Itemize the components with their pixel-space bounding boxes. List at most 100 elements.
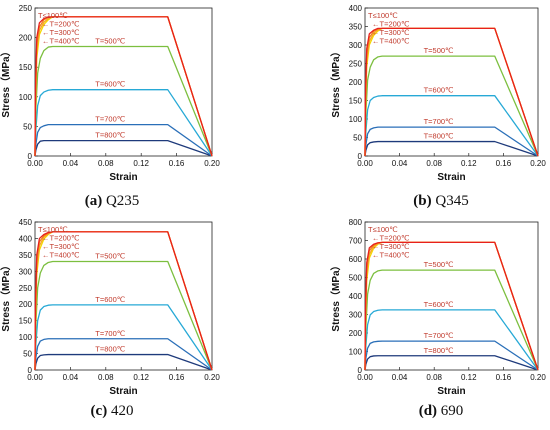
y-tick-label: 0	[28, 152, 33, 161]
chart-panel-q235: 0.00 0.04 0.08 0.12 0.16 0.20 0 50 100 150 200 250 S…	[0, 4, 220, 209]
y-tick-label: 350	[349, 23, 363, 32]
series-label: T=500℃	[424, 46, 454, 55]
y-tick-label: 250	[19, 4, 33, 13]
series-label: ←T=200℃	[372, 234, 410, 243]
series-label: ←T=400℃	[372, 37, 410, 46]
series-label: ←T=300℃	[372, 242, 410, 251]
series-label: T=800℃	[95, 131, 125, 140]
series-line	[34, 304, 213, 371]
x-tick-label: 0.12	[461, 373, 477, 382]
y-tick-label: 0	[358, 366, 363, 375]
y-tick-label: 100	[349, 348, 363, 357]
plot-frame	[34, 7, 213, 157]
y-tick-label: 0	[28, 366, 33, 375]
series-line	[34, 231, 213, 371]
series-line	[34, 89, 213, 157]
series-line	[34, 16, 213, 157]
x-tick-label: 0.16	[496, 159, 512, 168]
x-axis-label: Strain	[109, 386, 137, 397]
y-tick-label: 150	[349, 97, 363, 106]
series-label: T≤100℃	[38, 225, 68, 234]
x-tick-label: 0.04	[63, 373, 79, 382]
panel-caption: (b) Q345	[413, 193, 468, 209]
series-line	[34, 338, 213, 371]
series-line	[34, 260, 213, 371]
x-tick-label: 0.20	[204, 373, 220, 382]
y-tick-label: 200	[349, 329, 363, 338]
x-tick-label: 0.04	[392, 373, 408, 382]
y-tick-label: 400	[349, 4, 363, 13]
panel-caption-name: 420	[111, 403, 134, 419]
y-tick-label: 200	[349, 78, 363, 87]
panel-caption-letter: (b)	[413, 193, 435, 209]
y-tick-label: 50	[23, 350, 32, 359]
panel-caption-name: Q235	[106, 193, 139, 209]
series-line	[34, 45, 213, 157]
x-tick-label: 0.12	[133, 159, 149, 168]
chart-panel-690: 0.00 0.04 0.08 0.12 0.16 0.20 0 100 200 300 400 500…	[329, 218, 546, 419]
series-line	[34, 123, 213, 157]
y-tick-label: 450	[19, 218, 33, 227]
chart-panel-q345: 0.00 0.04 0.08 0.12 0.16 0.20 0 50 100 150 200 250 3…	[329, 4, 546, 209]
panel-caption-name: Q345	[435, 193, 468, 209]
series-label: T≤100℃	[368, 11, 398, 20]
series-line	[364, 95, 539, 157]
series-label: T=700℃	[424, 117, 454, 126]
panel-caption-name: 690	[441, 403, 464, 419]
series-label: T=700℃	[95, 115, 125, 124]
y-axis-label: Stress（MPa）	[329, 260, 342, 331]
y-tick-label: 250	[19, 284, 33, 293]
series-line	[364, 355, 539, 371]
y-tick-label: 100	[349, 115, 363, 124]
x-tick-label: 0.08	[426, 159, 442, 168]
series-label: ←T=300℃	[42, 28, 80, 37]
panel-caption: (a) Q235	[85, 193, 140, 209]
panel-caption: (c) 420	[91, 403, 134, 419]
y-tick-label: 200	[19, 34, 33, 43]
x-tick-label: 0.08	[98, 159, 114, 168]
y-tick-label: 400	[349, 292, 363, 301]
y-tick-label: 100	[19, 93, 33, 102]
panel-caption-letter: (a)	[85, 193, 106, 209]
x-tick-label: 0.12	[461, 159, 477, 168]
series-label: ←T=400℃	[372, 251, 410, 260]
y-tick-label: 50	[353, 134, 362, 143]
x-tick-label: 0.04	[63, 159, 79, 168]
series-line	[364, 269, 539, 371]
y-tick-label: 350	[19, 251, 33, 260]
series-label: T=700℃	[95, 329, 125, 338]
series-label: T=600℃	[424, 300, 454, 309]
y-tick-label: 300	[349, 41, 363, 50]
x-tick-label: 0.00	[357, 159, 373, 168]
series-line	[364, 340, 539, 371]
x-tick-label: 0.16	[169, 159, 185, 168]
y-tick-label: 200	[19, 300, 33, 309]
y-tick-label: 500	[349, 274, 363, 283]
series-line	[34, 139, 213, 157]
y-tick-label: 700	[349, 237, 363, 246]
y-tick-label: 0	[358, 152, 363, 161]
x-tick-label: 0.00	[357, 373, 373, 382]
series-label: T≤100℃	[38, 11, 68, 20]
series-label: ←T=300℃	[42, 242, 80, 251]
series-label: T=800℃	[95, 345, 125, 354]
x-axis-label: Strain	[437, 172, 465, 183]
series-label: T=500℃	[424, 260, 454, 269]
plot-frame	[34, 221, 213, 371]
series-label: T=600℃	[424, 86, 454, 95]
y-tick-label: 250	[349, 60, 363, 69]
series-label: T=500℃	[95, 251, 125, 260]
panel-caption-letter: (d)	[419, 403, 441, 419]
series-line	[364, 241, 539, 371]
y-tick-label: 300	[19, 267, 33, 276]
y-tick-label: 50	[23, 122, 32, 131]
y-tick-label: 400	[19, 234, 33, 243]
panel-caption: (d) 690	[419, 403, 464, 419]
series-label: T=500℃	[95, 36, 125, 45]
x-tick-label: 0.20	[530, 159, 546, 168]
series-label: T=800℃	[424, 132, 454, 141]
series-label: ←T=200℃	[42, 234, 80, 243]
x-tick-label: 0.20	[530, 373, 546, 382]
series-line	[34, 353, 213, 371]
